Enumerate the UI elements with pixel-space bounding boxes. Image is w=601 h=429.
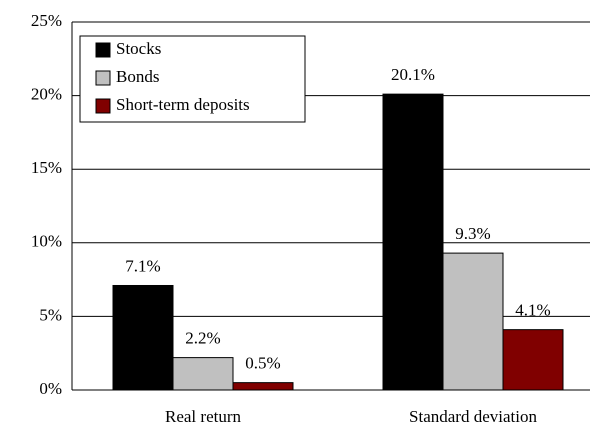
y-tick-label: 5% bbox=[39, 305, 62, 324]
data-label: 0.5% bbox=[245, 354, 280, 373]
x-tick-label: Real return bbox=[165, 407, 241, 426]
legend-label: Short-term deposits bbox=[116, 95, 250, 114]
y-tick-label: 20% bbox=[31, 85, 62, 104]
legend-swatch bbox=[95, 98, 111, 114]
legend-swatch bbox=[95, 70, 111, 86]
legend-label: Stocks bbox=[116, 39, 161, 58]
x-tick-label: Standard deviation bbox=[409, 407, 537, 426]
data-label: 7.1% bbox=[125, 256, 160, 275]
y-tick-label: 25% bbox=[31, 11, 62, 30]
bar bbox=[502, 329, 564, 391]
y-tick-label: 10% bbox=[31, 232, 62, 251]
bar bbox=[172, 357, 234, 391]
data-label: 20.1% bbox=[391, 65, 435, 84]
legend-label: Bonds bbox=[116, 67, 159, 86]
bar bbox=[442, 252, 504, 391]
y-tick-label: 0% bbox=[39, 379, 62, 398]
data-label: 9.3% bbox=[455, 224, 490, 243]
y-tick-label: 15% bbox=[31, 158, 62, 177]
legend-swatch bbox=[95, 42, 111, 58]
legend-box bbox=[79, 35, 306, 123]
data-label: 2.2% bbox=[185, 329, 220, 348]
bar bbox=[112, 284, 174, 391]
bar bbox=[382, 93, 444, 391]
bar bbox=[232, 382, 294, 391]
data-label: 4.1% bbox=[515, 301, 550, 320]
